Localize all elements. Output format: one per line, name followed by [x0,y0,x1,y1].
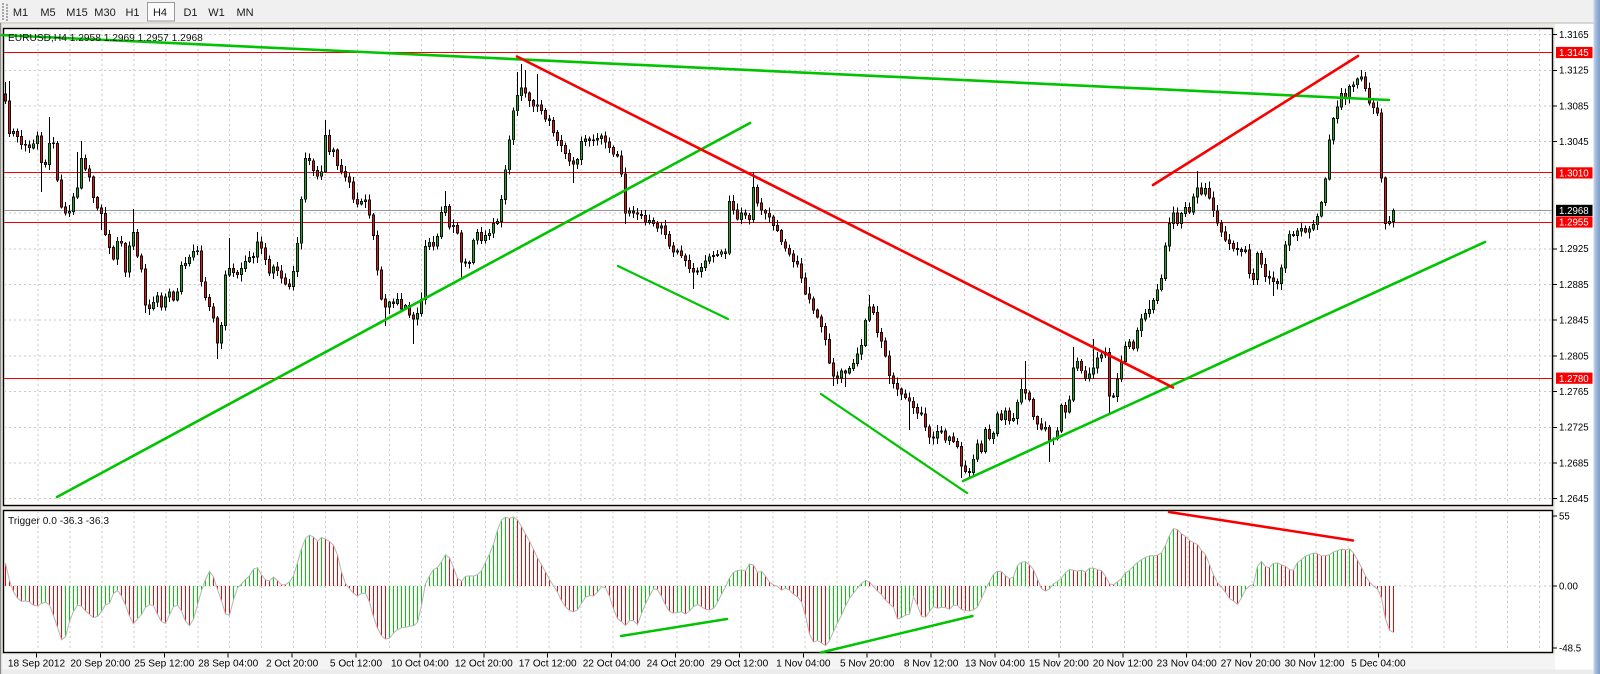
svg-text:H4: H4 [153,7,167,19]
svg-text:W1: W1 [208,7,225,19]
svg-text:Trigger 0.0 -36.3 -36.3: Trigger 0.0 -36.3 -36.3 [8,516,109,527]
svg-text:5 Dec 04:00: 5 Dec 04:00 [1351,659,1406,670]
svg-text:1.3165: 1.3165 [1559,30,1589,41]
svg-text:27 Nov 20:00: 27 Nov 20:00 [1221,659,1281,670]
svg-text:1.2955: 1.2955 [1559,218,1589,229]
svg-text:D1: D1 [183,7,197,19]
svg-text:1.2968: 1.2968 [1559,206,1589,217]
svg-text:M30: M30 [94,7,115,19]
svg-text:22 Oct 04:00: 22 Oct 04:00 [583,659,641,670]
svg-text:5 Oct 12:00: 5 Oct 12:00 [330,659,383,670]
svg-text:1.3125: 1.3125 [1559,66,1589,77]
svg-text:28 Sep 04:00: 28 Sep 04:00 [198,659,258,670]
svg-text:H1: H1 [125,7,139,19]
svg-text:1.2885: 1.2885 [1559,280,1589,291]
svg-text:1.3085: 1.3085 [1559,101,1589,112]
svg-text:M5: M5 [40,7,55,19]
svg-text:12 Oct 20:00: 12 Oct 20:00 [455,659,513,670]
svg-text:25 Sep 12:00: 25 Sep 12:00 [134,659,194,670]
svg-text:-48.5: -48.5 [1559,643,1581,654]
svg-text:M1: M1 [13,7,28,19]
svg-text:8 Nov 12:00: 8 Nov 12:00 [904,659,959,670]
svg-text:1.3145: 1.3145 [1559,48,1589,59]
svg-text:1.2925: 1.2925 [1559,244,1589,255]
svg-text:20 Nov 12:00: 20 Nov 12:00 [1093,659,1153,670]
svg-text:1.2805: 1.2805 [1559,351,1589,362]
svg-text:1.2845: 1.2845 [1559,316,1589,327]
svg-text:29 Oct 12:00: 29 Oct 12:00 [710,659,768,670]
svg-text:1.3010: 1.3010 [1559,169,1589,180]
svg-text:30 Nov 12:00: 30 Nov 12:00 [1284,659,1344,670]
svg-text:24 Oct 20:00: 24 Oct 20:00 [647,659,705,670]
svg-text:18 Sep 2012: 18 Sep 2012 [8,659,66,670]
svg-text:5 Nov 20:00: 5 Nov 20:00 [840,659,895,670]
svg-text:13 Nov 04:00: 13 Nov 04:00 [965,659,1025,670]
svg-text:1.2645: 1.2645 [1559,494,1589,505]
svg-text:10 Oct 04:00: 10 Oct 04:00 [391,659,449,670]
svg-text:MN: MN [236,7,253,19]
svg-text:1.3045: 1.3045 [1559,137,1589,148]
svg-text:1.2725: 1.2725 [1559,423,1589,434]
svg-text:EURUSD,H4 1.2958 1.2969 1.295: EURUSD,H4 1.2958 1.2969 1.2957 1.2968 [8,33,203,44]
svg-text:1.2685: 1.2685 [1559,458,1589,469]
svg-text:0.00: 0.00 [1559,582,1578,593]
svg-text:1.2780: 1.2780 [1559,374,1589,385]
svg-text:1.2765: 1.2765 [1559,387,1589,398]
svg-text:20 Sep 20:00: 20 Sep 20:00 [70,659,130,670]
svg-text:2 Oct 20:00: 2 Oct 20:00 [266,659,319,670]
svg-text:1 Nov 04:00: 1 Nov 04:00 [776,659,831,670]
svg-text:55: 55 [1559,512,1570,523]
svg-text:15 Nov 20:00: 15 Nov 20:00 [1029,659,1089,670]
svg-text:17 Oct 12:00: 17 Oct 12:00 [519,659,577,670]
svg-text:M15: M15 [66,7,87,19]
svg-text:23 Nov 04:00: 23 Nov 04:00 [1157,659,1217,670]
